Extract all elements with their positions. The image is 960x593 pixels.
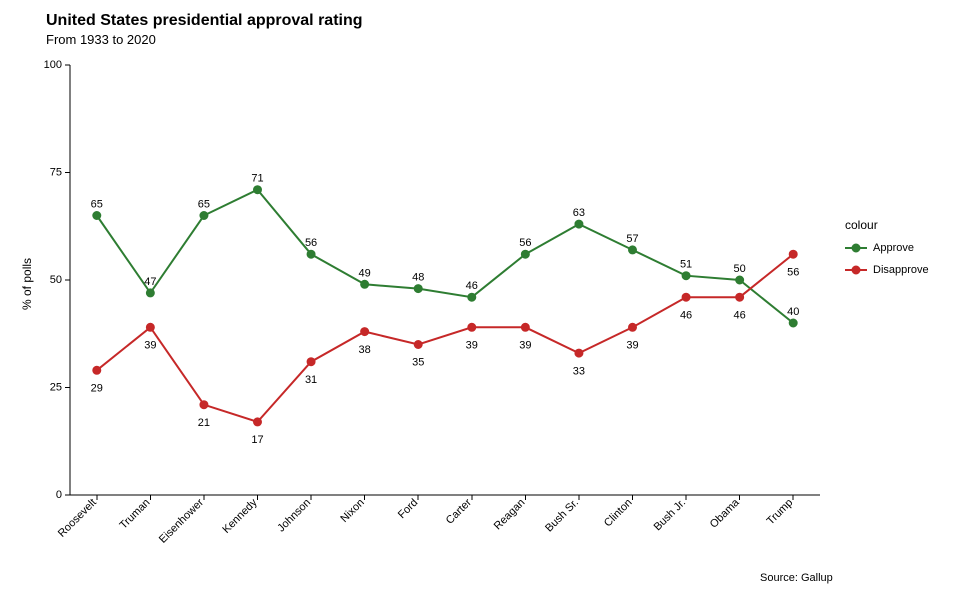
x-tick-label: Ford <box>396 497 420 521</box>
data-label: 57 <box>626 233 638 245</box>
y-tick-label: 50 <box>50 274 62 286</box>
data-label: 65 <box>198 199 210 211</box>
data-point <box>414 341 422 349</box>
data-label: 17 <box>251 434 263 446</box>
y-tick-label: 75 <box>50 166 62 178</box>
data-point <box>414 285 422 293</box>
x-tick-label: Roosevelt <box>56 497 99 540</box>
data-point <box>146 323 154 331</box>
data-label: 40 <box>787 306 799 318</box>
data-label: 33 <box>573 365 585 377</box>
y-tick-label: 0 <box>56 489 62 501</box>
data-label: 31 <box>305 374 317 386</box>
data-point <box>361 328 369 336</box>
data-point <box>629 323 637 331</box>
data-point <box>307 250 315 258</box>
y-tick-label: 100 <box>44 59 62 71</box>
chart-svg: 0 25 50 75 100 Roosevelt TrumanEisenhower Kenne… <box>0 0 960 593</box>
data-point <box>307 358 315 366</box>
legend-label: Approve <box>873 242 914 254</box>
x-tick-label: Obama <box>708 496 743 531</box>
data-label: 71 <box>251 173 263 185</box>
x-tick-label: Trump <box>765 497 796 528</box>
data-label: 39 <box>519 340 531 352</box>
data-point <box>93 212 101 220</box>
data-label: 56 <box>305 237 317 249</box>
x-tick-label: Bush Jr. <box>652 497 689 534</box>
x-tick-label: Eisenhower <box>157 496 206 545</box>
data-point <box>254 186 262 194</box>
data-label: 38 <box>359 344 371 356</box>
data-point <box>736 276 744 284</box>
data-point <box>200 212 208 220</box>
y-axis-label: % of polls <box>20 258 34 310</box>
data-point <box>200 401 208 409</box>
data-point <box>682 272 690 280</box>
legend-title: colour <box>845 218 878 232</box>
data-label: 56 <box>787 266 799 278</box>
data-label: 49 <box>359 267 371 279</box>
data-point <box>361 280 369 288</box>
chart-caption: Source: Gallup <box>760 572 833 584</box>
data-label: 46 <box>734 309 746 321</box>
data-point <box>789 250 797 258</box>
data-label: 48 <box>412 272 424 284</box>
data-label: 35 <box>412 357 424 369</box>
x-tick-label: Carter <box>444 496 474 526</box>
x-tick-label: Clinton <box>602 497 635 530</box>
x-tick-label: Truman <box>117 497 152 532</box>
chart-container: United States presidential approval rati… <box>0 0 960 593</box>
data-label: 65 <box>91 199 103 211</box>
data-point <box>521 250 529 258</box>
x-tick-label: Nixon <box>338 497 366 525</box>
data-point <box>254 418 262 426</box>
data-label: 46 <box>466 280 478 292</box>
data-point <box>682 293 690 301</box>
data-label: 63 <box>573 207 585 219</box>
data-point <box>736 293 744 301</box>
data-label: 39 <box>144 340 156 352</box>
data-label: 50 <box>734 263 746 275</box>
chart-subtitle: From 1933 to 2020 <box>46 32 156 47</box>
data-label: 47 <box>144 276 156 288</box>
data-point <box>146 289 154 297</box>
data-point <box>575 220 583 228</box>
data-label: 21 <box>198 417 210 429</box>
chart-title: United States presidential approval rati… <box>46 12 363 30</box>
data-point <box>521 323 529 331</box>
data-point <box>93 366 101 374</box>
data-point <box>629 246 637 254</box>
data-label: 39 <box>626 340 638 352</box>
data-label: 56 <box>519 237 531 249</box>
data-label: 29 <box>91 383 103 395</box>
data-label: 51 <box>680 259 692 271</box>
data-point <box>789 319 797 327</box>
legend-label: Disapprove <box>873 264 929 276</box>
data-point <box>468 293 476 301</box>
data-label: 39 <box>466 340 478 352</box>
y-tick-label: 25 <box>50 381 62 393</box>
series-line <box>97 254 793 422</box>
legend-swatch-point <box>852 244 860 252</box>
data-point <box>575 349 583 357</box>
x-tick-label: Reagan <box>492 497 528 533</box>
data-label: 46 <box>680 309 692 321</box>
x-tick-label: Kennedy <box>220 496 260 536</box>
data-point <box>468 323 476 331</box>
x-tick-label: Johnson <box>275 497 313 535</box>
x-tick-label: Bush Sr. <box>543 497 581 535</box>
legend-swatch-point <box>852 266 860 274</box>
